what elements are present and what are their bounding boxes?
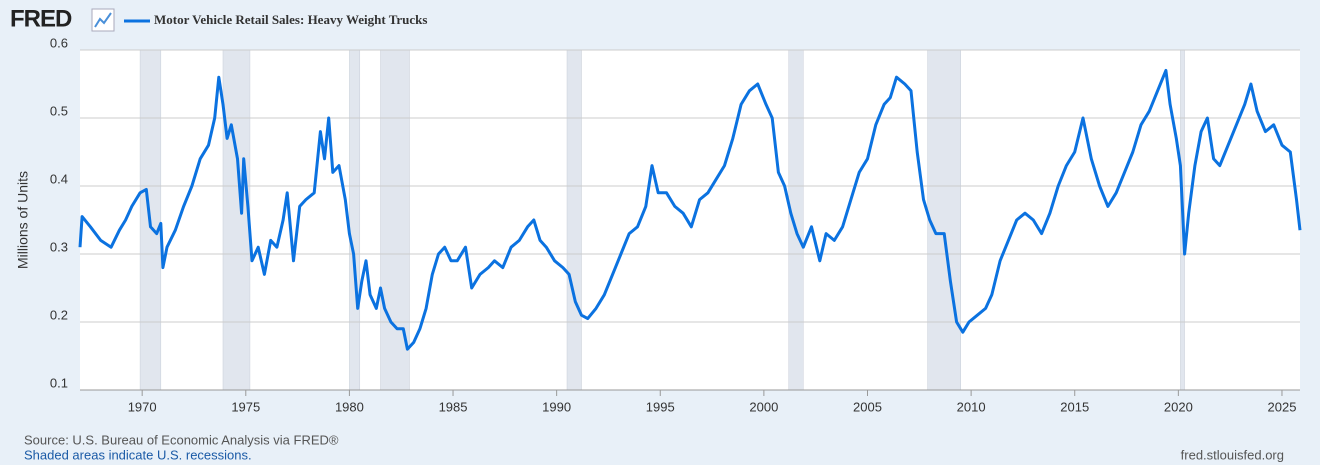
- plot-area: [80, 50, 1300, 390]
- x-tick-label: 1995: [646, 399, 675, 414]
- recession-note: Shaded areas indicate U.S. recessions.: [24, 447, 252, 462]
- legend-label: Motor Vehicle Retail Sales: Heavy Weight…: [154, 12, 427, 27]
- x-tick-label: 1990: [542, 399, 571, 414]
- recession-band: [222, 49, 251, 391]
- data-line: [78, 68, 1302, 351]
- x-tick-label: 2010: [957, 399, 986, 414]
- x-tick-label: 2020: [1164, 399, 1193, 414]
- x-tick-label: 1985: [439, 399, 468, 414]
- y-tick-label: 0.2: [50, 307, 68, 322]
- site: fred.stlouisfed.org: [1181, 447, 1284, 462]
- x-tick-label: 1975: [231, 399, 260, 414]
- y-tick-label: 0.3: [50, 239, 68, 254]
- y-tick-label: 0.4: [50, 171, 68, 186]
- y-tick-label: 0.6: [50, 35, 68, 50]
- y-axis-label: Millions of Units: [15, 171, 31, 269]
- recession-band: [566, 49, 582, 391]
- x-tick-label: 2005: [853, 399, 882, 414]
- source: Source: U.S. Bureau of Economic Analysis…: [24, 432, 339, 447]
- y-tick-label: 0.5: [50, 103, 68, 118]
- x-tick-label: 2000: [749, 399, 778, 414]
- x-tick-label: 2025: [1268, 399, 1297, 414]
- recession-band: [349, 49, 361, 391]
- x-tick-label: 1970: [128, 399, 157, 414]
- x-tick-label: 2015: [1060, 399, 1089, 414]
- recession-band: [927, 49, 962, 391]
- logo: FRED: [10, 5, 72, 32]
- logo-icon: [91, 8, 115, 32]
- y-tick-label: 0.1: [50, 375, 68, 390]
- recession-band: [788, 49, 804, 391]
- x-tick-label: 1980: [335, 399, 364, 414]
